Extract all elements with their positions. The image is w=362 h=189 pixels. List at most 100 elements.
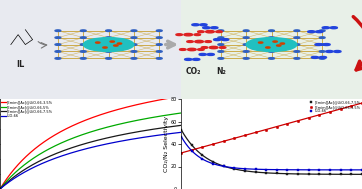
Circle shape	[218, 44, 224, 45]
[Emim][Ac]@UiO-66-3.5%	[174, 96, 179, 98]
Circle shape	[326, 50, 333, 53]
Circle shape	[203, 27, 210, 29]
[Emim][Ac]@UiO-66-5%	[179, 112, 183, 114]
[Emim][Ac]@UiO-66-5%	[146, 117, 151, 119]
[Emim][Ac]@UiO-66-7.5%	[306, 173, 311, 175]
Circle shape	[315, 43, 322, 46]
[Emim][Ac]@UiO-66-3.5%	[232, 137, 237, 139]
Circle shape	[188, 48, 196, 51]
UiO-66	[96, 145, 100, 147]
Circle shape	[218, 58, 224, 59]
Circle shape	[209, 46, 218, 49]
Circle shape	[294, 30, 300, 32]
Circle shape	[319, 58, 325, 59]
Circle shape	[316, 31, 323, 33]
Circle shape	[199, 53, 206, 55]
[Emim][Ac]@UiO-66-7.5%	[179, 129, 184, 131]
UiO-66	[211, 163, 215, 165]
Circle shape	[308, 31, 315, 33]
[Emim][Ac]@UiO-66-3.5%	[253, 131, 258, 134]
[Emim][Ac]@UiO-66-3.5%	[146, 101, 151, 103]
Circle shape	[243, 30, 249, 32]
Circle shape	[198, 31, 204, 33]
Circle shape	[319, 51, 325, 52]
[Emim][Ac]@UiO-66-3.5%	[349, 105, 353, 107]
Circle shape	[277, 45, 281, 46]
[Emim][Ac]@UiO-66-5%	[84, 132, 88, 135]
Circle shape	[80, 44, 86, 45]
[Emim][Ac]@UiO-66-3.5%	[328, 111, 332, 113]
[Emim][Ac]@UiO-66-3.5%	[211, 143, 215, 145]
Circle shape	[269, 51, 274, 52]
Circle shape	[193, 58, 200, 60]
[Emim][Ac]@UiO-66-7.5%	[275, 172, 279, 174]
Circle shape	[206, 30, 214, 33]
Circle shape	[198, 49, 204, 50]
[Emim][Ac]@UiO-66-7.5%	[200, 154, 205, 156]
Circle shape	[273, 41, 277, 42]
[Emim][Ac]@UiO-66-5%	[0, 188, 2, 189]
Circle shape	[201, 47, 208, 48]
Circle shape	[266, 47, 270, 48]
UiO-66	[285, 169, 290, 171]
Circle shape	[131, 51, 137, 52]
[Emim][Ac]@UiO-66-3.5%	[285, 122, 290, 125]
Circle shape	[83, 38, 134, 51]
Circle shape	[156, 51, 162, 52]
[Emim][Ac]@UiO-66-3.5%	[317, 114, 322, 116]
[Emim][Ac]@UiO-66-5%	[85, 132, 89, 134]
Line: [Emim][Ac]@UiO-66-7.5%: [Emim][Ac]@UiO-66-7.5%	[0, 125, 181, 189]
Circle shape	[243, 44, 249, 45]
[Emim][Ac]@UiO-66-3.5%	[264, 128, 268, 131]
UiO-66	[317, 169, 322, 171]
UiO-66	[84, 148, 88, 150]
[Emim][Ac]@UiO-66-7.5%	[338, 173, 343, 175]
[Emim][Ac]@UiO-66-7.5%	[253, 171, 258, 173]
[Emim][Ac]@UiO-66-3.5%	[179, 152, 184, 154]
UiO-66	[200, 158, 205, 160]
Circle shape	[106, 44, 111, 45]
Circle shape	[96, 42, 100, 43]
[Emim][Ac]@UiO-66-7.5%	[190, 144, 194, 146]
Circle shape	[294, 51, 300, 52]
Circle shape	[330, 27, 337, 29]
UiO-66	[85, 147, 89, 150]
Circle shape	[218, 51, 224, 52]
[Emim][Ac]@UiO-66-3.5%	[296, 120, 300, 122]
Circle shape	[222, 39, 229, 41]
Circle shape	[218, 37, 224, 38]
UiO-66	[360, 169, 362, 171]
Circle shape	[184, 33, 193, 36]
[Emim][Ac]@UiO-66-3.5%	[0, 188, 2, 189]
Circle shape	[195, 40, 203, 43]
UiO-66	[179, 136, 184, 138]
UiO-66	[328, 169, 332, 171]
[Emim][Ac]@UiO-66-7.5%	[106, 137, 110, 139]
Circle shape	[211, 27, 218, 29]
Circle shape	[156, 37, 162, 38]
Circle shape	[322, 27, 329, 29]
Line: UiO-66: UiO-66	[180, 135, 362, 171]
Circle shape	[55, 30, 61, 32]
[Emim][Ac]@UiO-66-3.5%	[200, 146, 205, 148]
UiO-66	[338, 169, 343, 171]
[Emim][Ac]@UiO-66-7.5%	[0, 188, 2, 189]
Line: UiO-66: UiO-66	[0, 132, 181, 189]
[Emim][Ac]@UiO-66-5%	[96, 129, 100, 131]
Legend: [Emim][Ac]@UiO-66-3.5%, [Emim][Ac]@UiO-66-5%, [Emim][Ac]@UiO-66-7.5%, UiO-66: [Emim][Ac]@UiO-66-3.5%, [Emim][Ac]@UiO-6…	[1, 100, 53, 118]
Circle shape	[55, 37, 61, 38]
UiO-66	[174, 132, 179, 134]
[Emim][Ac]@UiO-66-7.5%	[179, 124, 183, 126]
Circle shape	[319, 30, 325, 32]
Circle shape	[117, 43, 122, 44]
[Emim][Ac]@UiO-66-7.5%	[285, 173, 290, 175]
[Emim][Ac]@UiO-66-7.5%	[85, 142, 89, 144]
Line: [Emim][Ac]@UiO-66-5%: [Emim][Ac]@UiO-66-5%	[0, 113, 181, 189]
[Emim][Ac]@UiO-66-7.5%	[211, 161, 215, 163]
UiO-66	[243, 168, 247, 170]
Circle shape	[243, 51, 249, 52]
Circle shape	[216, 31, 222, 33]
Text: IL: IL	[16, 60, 24, 69]
Y-axis label: CO₂/N₂ Selectivity: CO₂/N₂ Selectivity	[164, 116, 169, 172]
[Emim][Ac]@UiO-66-5%	[106, 126, 110, 128]
